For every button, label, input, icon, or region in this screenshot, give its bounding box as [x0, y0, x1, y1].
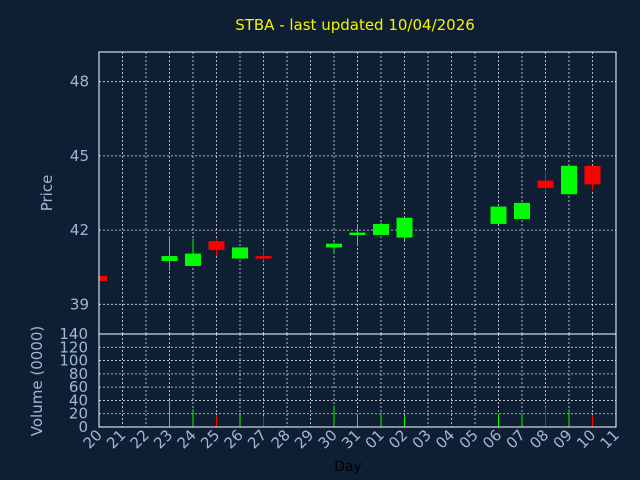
candle-body	[208, 241, 225, 250]
candle-body	[185, 253, 201, 266]
x-tick-label: 08	[526, 426, 552, 452]
x-tick-label: 31	[338, 426, 364, 452]
x-tick-label: 21	[103, 426, 129, 452]
candle-body	[584, 165, 601, 185]
candle-body	[561, 165, 577, 195]
price-tick-label: 39	[70, 295, 89, 313]
x-tick-label: 06	[479, 426, 505, 452]
price-candles	[98, 165, 601, 281]
x-tick-label: 05	[456, 426, 482, 452]
x-tick-label: 01	[362, 426, 388, 452]
candle-body	[326, 243, 342, 248]
volume-grid	[98, 333, 617, 428]
price-grid	[98, 52, 617, 334]
x-tick-label: 23	[150, 426, 176, 452]
price-tick-label: 45	[70, 147, 89, 165]
volume-tick-label: 40	[69, 391, 88, 409]
candle-body	[232, 247, 248, 259]
x-tick-label: 26	[221, 426, 247, 452]
volume-tick-label: 60	[69, 378, 88, 396]
x-tick-label: 22	[127, 426, 153, 452]
candle-body	[161, 256, 178, 262]
x-axis-ticks: 2021222324252627282930310102030405060708…	[80, 426, 623, 452]
volume-tick-label: 120	[59, 338, 88, 356]
x-tick-label: 11	[597, 426, 623, 452]
x-axis-label: Day	[334, 459, 362, 475]
chart-title: STBA - last updated 10/04/2026	[235, 16, 475, 34]
candle-body	[373, 223, 389, 236]
x-tick-label: 03	[409, 426, 435, 452]
x-tick-label: 29	[291, 426, 317, 452]
x-tick-label: 27	[244, 426, 270, 452]
volume-tick-label: 80	[69, 365, 88, 383]
x-tick-label: 10	[573, 426, 599, 452]
candle-body	[537, 180, 554, 189]
volume-tick-label: 20	[69, 405, 88, 423]
x-tick-label: 02	[385, 426, 411, 452]
candle-body	[255, 256, 272, 259]
volume-frame	[98, 333, 617, 428]
candle-body	[99, 275, 107, 281]
candle-body	[349, 232, 366, 236]
volume-tick-label: 100	[59, 352, 88, 370]
candle-body	[514, 202, 530, 219]
price-panel: 39 42 45 48 Price	[38, 51, 617, 335]
x-tick-label: 28	[268, 426, 294, 452]
x-tick-label: 09	[550, 426, 576, 452]
x-tick-label: 30	[315, 426, 341, 452]
volume-bars	[169, 400, 593, 427]
x-tick-label: 07	[503, 426, 529, 452]
candle-body	[490, 206, 507, 224]
volume-tick-label: 140	[59, 325, 88, 343]
price-ticks: 39 42 45 48	[70, 73, 89, 314]
x-tick-label: 24	[174, 426, 200, 452]
volume-axis-label: Volume (0000)	[28, 326, 46, 436]
candle-body	[396, 217, 413, 238]
x-tick-label: 25	[197, 426, 223, 452]
price-tick-label: 42	[70, 221, 89, 239]
price-tick-label: 48	[70, 73, 89, 91]
price-axis-label: Price	[38, 175, 56, 212]
x-tick-label: 04	[432, 426, 458, 452]
volume-tick-label: 0	[78, 418, 88, 436]
